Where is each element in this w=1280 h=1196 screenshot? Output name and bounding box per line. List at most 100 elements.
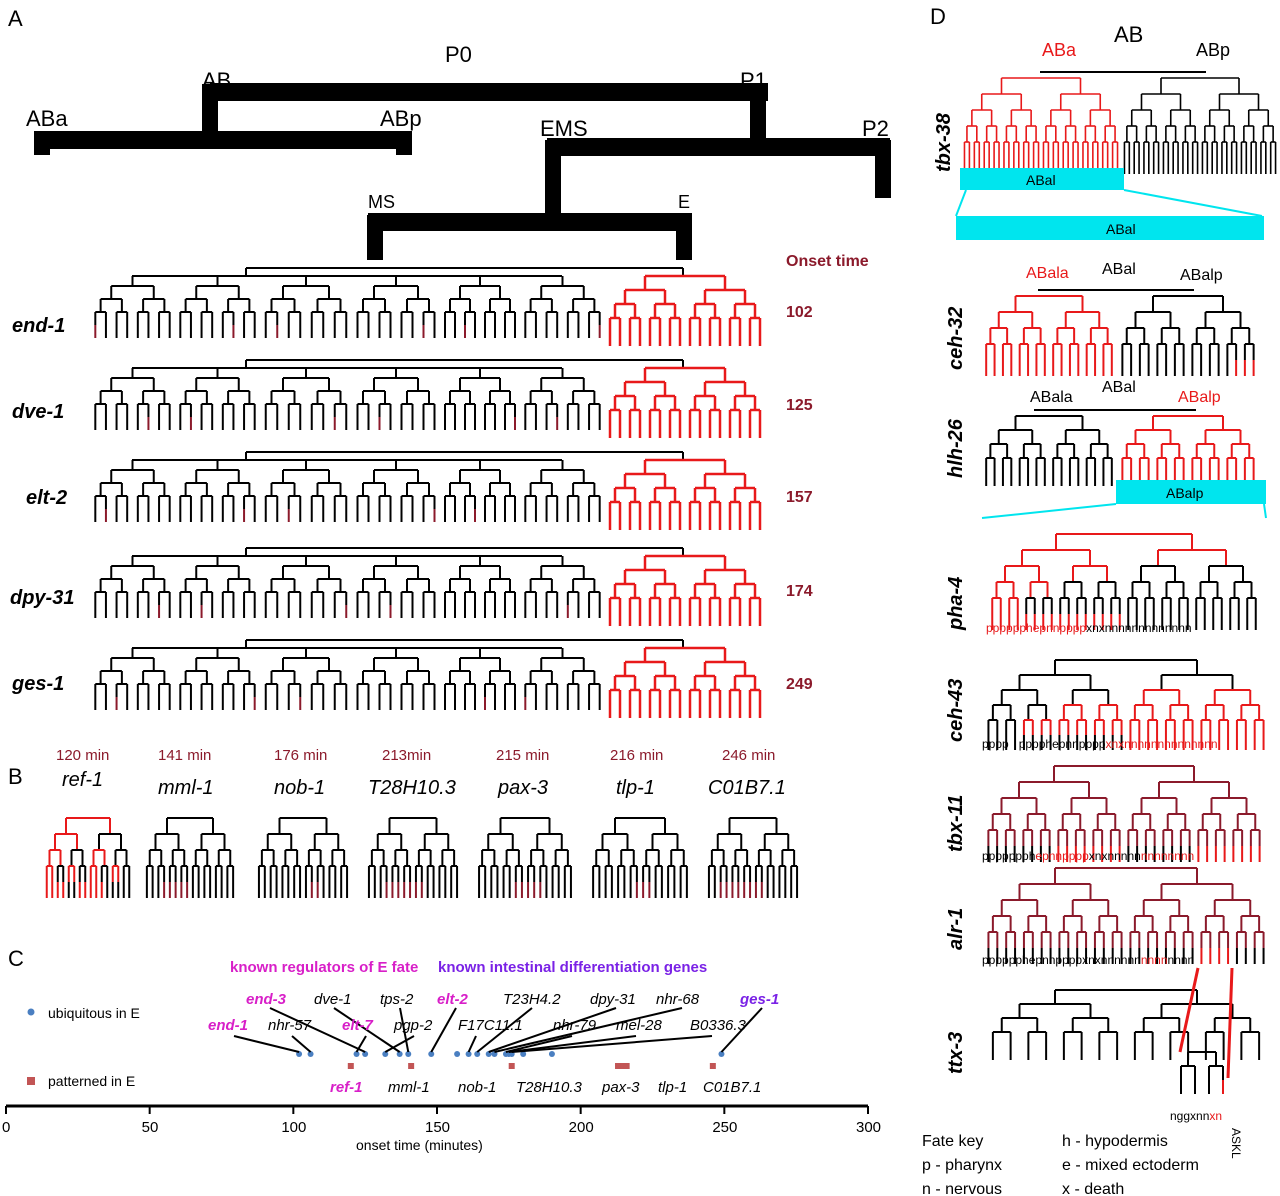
d-connector-left xyxy=(1178,967,1200,1053)
d-tree-tbx-11 xyxy=(987,765,1261,862)
b-tree-tlp-1 xyxy=(592,817,688,898)
d-ceh32-mid: ABal xyxy=(1102,261,1136,278)
lineage-branch xyxy=(467,1035,477,1053)
d-abalp-bar-label: ABalp xyxy=(1166,485,1204,501)
c-label-pax-3: pax-3 xyxy=(601,1079,640,1096)
ubiquitous-point xyxy=(454,1051,461,1057)
lineage-row-end-1 xyxy=(94,267,762,346)
lineage-branch xyxy=(399,1007,410,1053)
fate-key-n: n - nervous xyxy=(922,1181,1002,1196)
c-label-nob-1: nob-1 xyxy=(458,1079,496,1096)
d-abalp-bar xyxy=(1116,480,1266,504)
c-label-mel-28: mel-28 xyxy=(616,1017,663,1034)
c-tick-200: 200 xyxy=(569,1119,594,1136)
row-gene-elt-2: elt-2 xyxy=(26,487,67,509)
d-fates-tbx-11-r1: epnnpppp xyxy=(1035,849,1089,863)
ubiquitous-point xyxy=(548,1051,555,1057)
d-gene-tbx-38: tbx-38 xyxy=(933,112,955,172)
d-tree-pha-4 xyxy=(991,533,1257,630)
legend-ubiquitous: ubiquitous in E xyxy=(48,1005,140,1021)
c-tick-150: 150 xyxy=(425,1119,450,1136)
d-fates-alr-1: pppppphepnnppppxnxnnnnnnnnnnnnnn xyxy=(982,953,1194,967)
d-abal-bar-label: ABal xyxy=(1026,172,1056,188)
panel-label-c: C xyxy=(8,946,24,971)
b-time-nob-1: 176 min xyxy=(274,747,327,764)
d-ceh32-left: ABala xyxy=(1026,265,1069,282)
b-tree-T28H10.3 xyxy=(367,817,459,898)
lineage-row-ges-1 xyxy=(94,639,762,718)
fate-key-x: x - death xyxy=(1062,1181,1124,1196)
fate-key-e: e - mixed ectoderm xyxy=(1062,1157,1199,1174)
d-fates-alr-1-r1: nnnn xyxy=(1141,953,1168,967)
d-fates-ttx-3-r: xn xyxy=(1209,1109,1222,1123)
legend-differentiation: known intestinal differentiation genes xyxy=(438,959,707,976)
d-fates-ceh-43-red: xnxnnnnnnnnnnnnnn xyxy=(1105,737,1217,751)
panel-d-trees xyxy=(963,71,1277,1094)
c-label-pgp-2: pgp-2 xyxy=(393,1017,433,1034)
onset-dve-1: 125 xyxy=(786,397,813,414)
d-tree-ttx-3 xyxy=(991,989,1261,1094)
c-label-dve-1: dve-1 xyxy=(314,991,352,1008)
cell-p0: P0 xyxy=(445,42,472,67)
d-gene-alr-1: alr-1 xyxy=(945,908,967,950)
patterned-point xyxy=(709,1063,716,1069)
c-label-tlp-1: tlp-1 xyxy=(658,1079,687,1096)
patterned-point xyxy=(347,1063,354,1069)
d-fates-ttx-3-b: nggxnn xyxy=(1170,1109,1209,1123)
ubiquitous-point xyxy=(474,1051,481,1057)
d-fates-tbx-11-b2: xnxnnnnn xyxy=(1089,849,1141,863)
c-label-nhr-79: nhr-79 xyxy=(553,1017,597,1034)
b-time-pax-3: 215 min xyxy=(496,747,549,764)
c-label-C01B7.1: C01B7.1 xyxy=(703,1079,761,1096)
lineage-branch xyxy=(476,1007,533,1053)
patterned-point xyxy=(408,1063,415,1069)
d-hlh26-left: ABala xyxy=(1030,389,1073,406)
d-fates-ceh-43-b1: pppp xyxy=(982,737,1009,751)
panel-label-d: D xyxy=(930,4,946,29)
b-gene-tlp-1: tlp-1 xyxy=(616,777,655,799)
d-gene-ttx-3: ttx-3 xyxy=(945,1032,967,1074)
cell-p2: P2 xyxy=(862,116,889,141)
ubiquitous-point xyxy=(382,1051,389,1057)
d-abal-bar xyxy=(960,168,1124,190)
legend-ubiquitous-marker xyxy=(27,1008,35,1016)
d-hlh26-right: ABalp xyxy=(1178,389,1221,406)
c-label-end-1: end-1 xyxy=(208,1017,248,1034)
row-gene-dve-1: dve-1 xyxy=(12,401,64,423)
ubiquitous-point xyxy=(353,1051,360,1057)
c-label-ref-1: ref-1 xyxy=(330,1079,363,1096)
lineage-branch xyxy=(291,1035,312,1053)
onset-dpy-31: 174 xyxy=(786,583,813,600)
lineage-branch xyxy=(233,1035,300,1053)
b-tree-pax-3 xyxy=(478,817,572,898)
b-time-C01B7.1: 246 min xyxy=(722,747,775,764)
c-xlabel: onset time (minutes) xyxy=(356,1137,483,1153)
c-label-ges-1: ges-1 xyxy=(739,991,779,1008)
d-label-aba: ABa xyxy=(1042,40,1077,60)
d-fates-tbx-11-r2: nnnnnnnn xyxy=(1141,849,1194,863)
d-fates-pha-4: pppppphepnnppppxnxnnnnnnnnnnnnn xyxy=(986,621,1192,635)
lineage-branch xyxy=(505,1035,573,1053)
lineage-branch xyxy=(508,1035,637,1053)
b-tree-C01B7.1 xyxy=(707,817,799,898)
onset-ges-1: 249 xyxy=(786,676,813,693)
c-label-elt-2: elt-2 xyxy=(437,991,469,1008)
c-tick-300: 300 xyxy=(856,1119,881,1136)
c-label-elt-7: elt-7 xyxy=(342,1017,374,1034)
panel-b-trees xyxy=(45,817,799,898)
d-gene-tbx-11: tbx-11 xyxy=(945,795,967,852)
d-zoom2-line-left xyxy=(981,503,1117,519)
d-fates-alr-1-b1: pppppphepnnppppxnxnnnnnn xyxy=(982,953,1141,967)
patterned-point xyxy=(623,1063,630,1069)
lineage-branch xyxy=(488,1007,617,1053)
c-label-dpy-31: dpy-31 xyxy=(590,991,636,1008)
row-gene-end-1: end-1 xyxy=(12,315,65,337)
cell-abp: ABp xyxy=(380,106,422,131)
d-fates-pha-4-black: xnxnnnnnnnnnnnnn xyxy=(1086,621,1191,635)
c-label-B0336.3: B0336.3 xyxy=(690,1017,747,1034)
d-fates-pha-4-red: pppppphepnnpppp xyxy=(986,621,1086,635)
b-gene-T28H10.3: T28H10.3 xyxy=(368,777,456,799)
lineage-row-elt-2 xyxy=(94,451,762,530)
onset-header: Onset time xyxy=(786,253,869,270)
d-askl: ASKL xyxy=(1229,1128,1243,1159)
